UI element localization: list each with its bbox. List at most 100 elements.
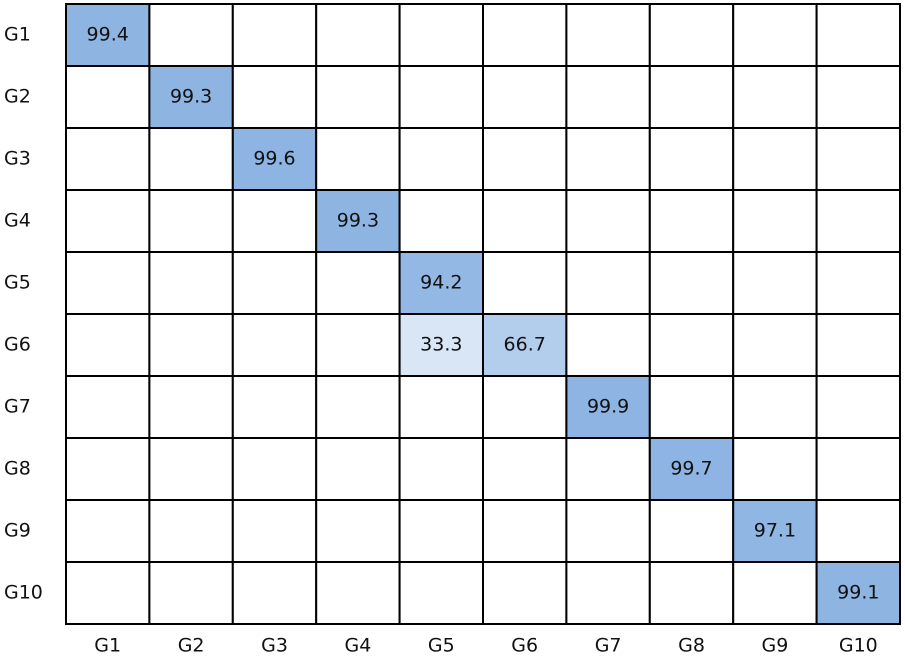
y-tick-label: G3 <box>4 148 31 170</box>
x-tick-label: G3 <box>261 635 288 657</box>
empty-cell <box>815 499 901 563</box>
empty-cell <box>482 3 568 67</box>
empty-cell <box>148 313 234 377</box>
x-tick-label: G7 <box>595 635 622 657</box>
empty-cell <box>398 65 485 129</box>
empty-cell <box>231 499 318 563</box>
empty-cell <box>565 313 651 377</box>
empty-cell <box>65 375 151 439</box>
empty-cell <box>65 313 151 377</box>
y-tick-label: G4 <box>4 210 31 232</box>
empty-cell <box>315 313 401 377</box>
y-tick-label: G8 <box>4 458 31 480</box>
y-tick-label: G9 <box>4 520 31 542</box>
empty-cell <box>565 437 651 501</box>
empty-cell <box>231 437 318 501</box>
x-tick-label: G9 <box>761 635 788 657</box>
empty-cell <box>65 561 151 625</box>
empty-cell <box>315 251 401 315</box>
empty-cell <box>231 251 318 315</box>
empty-cell <box>315 127 401 191</box>
empty-cell <box>148 251 234 315</box>
cell-label: 99.3 <box>170 86 212 108</box>
cell-label: 99.7 <box>670 458 712 480</box>
empty-cell <box>315 3 401 67</box>
empty-cell <box>732 127 818 191</box>
cell <box>732 499 818 563</box>
empty-cell <box>815 189 901 253</box>
empty-cell <box>315 437 401 501</box>
empty-cell <box>648 313 735 377</box>
empty-cell <box>482 65 568 129</box>
empty-cell <box>315 561 401 625</box>
cell-label: 99.3 <box>337 210 379 232</box>
empty-cell <box>732 251 818 315</box>
empty-cell <box>398 375 485 439</box>
empty-cell <box>732 3 818 67</box>
empty-cell <box>231 189 318 253</box>
cell-label: 99.9 <box>587 396 629 418</box>
empty-cell <box>398 3 485 67</box>
empty-cell <box>732 375 818 439</box>
empty-cell <box>398 437 485 501</box>
empty-cell <box>565 251 651 315</box>
empty-cell <box>231 65 318 129</box>
empty-cell <box>565 127 651 191</box>
empty-cell <box>648 3 735 67</box>
cell-label: 97.1 <box>754 520 796 542</box>
empty-cell <box>65 499 151 563</box>
empty-cell <box>482 437 568 501</box>
empty-cell <box>65 251 151 315</box>
empty-cell <box>148 437 234 501</box>
cell-label: 33.3 <box>420 334 462 356</box>
empty-cell <box>231 313 318 377</box>
empty-cell <box>148 3 234 67</box>
empty-cell <box>648 375 735 439</box>
empty-cell <box>732 189 818 253</box>
empty-cell <box>815 65 901 129</box>
empty-cell <box>648 561 735 625</box>
empty-cell <box>231 375 318 439</box>
empty-cell <box>565 65 651 129</box>
empty-cell <box>815 3 901 67</box>
empty-cell <box>648 127 735 191</box>
empty-cell <box>815 375 901 439</box>
empty-cell <box>815 313 901 377</box>
empty-cell <box>315 375 401 439</box>
empty-cell <box>648 65 735 129</box>
y-tick-label: G5 <box>4 272 31 294</box>
cell <box>565 375 651 439</box>
empty-cell <box>315 65 401 129</box>
empty-cell <box>398 561 485 625</box>
y-tick-label: G1 <box>4 24 31 46</box>
empty-cell <box>482 189 568 253</box>
empty-cell <box>732 65 818 129</box>
empty-cell <box>482 375 568 439</box>
x-tick-label: G2 <box>178 635 205 657</box>
empty-cell <box>565 189 651 253</box>
empty-cell <box>65 437 151 501</box>
empty-cell <box>565 3 651 67</box>
empty-cell <box>815 251 901 315</box>
empty-cell <box>482 127 568 191</box>
empty-cell <box>648 499 735 563</box>
y-tick-label: G6 <box>4 334 31 356</box>
x-tick-label: G1 <box>94 635 121 657</box>
empty-cell <box>482 499 568 563</box>
empty-cell <box>398 127 485 191</box>
empty-cell <box>732 313 818 377</box>
cell-label: 99.1 <box>837 582 879 604</box>
cell-label: 94.2 <box>420 272 462 294</box>
empty-cell <box>148 189 234 253</box>
empty-cell <box>565 561 651 625</box>
empty-cell <box>148 375 234 439</box>
empty-cell <box>815 127 901 191</box>
x-tick-label: G5 <box>428 635 455 657</box>
empty-cell <box>732 437 818 501</box>
empty-cell <box>648 251 735 315</box>
empty-cell <box>148 561 234 625</box>
empty-cell <box>732 561 818 625</box>
empty-cell <box>231 3 318 67</box>
y-tick-label: G2 <box>4 86 31 108</box>
